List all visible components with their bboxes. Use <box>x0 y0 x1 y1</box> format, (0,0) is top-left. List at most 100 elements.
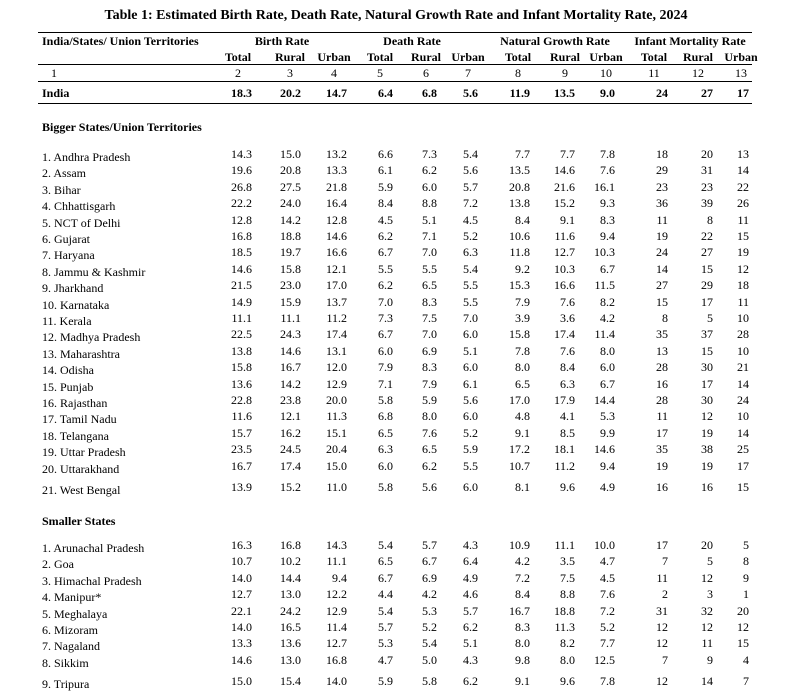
row-label: 3. Himachal Pradesh <box>42 573 142 588</box>
cell: 22 <box>701 229 713 243</box>
cell: 3.5 <box>560 554 575 569</box>
cell: 6.5 <box>378 425 393 440</box>
cell: 17.4 <box>280 458 301 473</box>
row-label: 7. Haryana <box>42 248 95 263</box>
cell: 13.8 <box>231 343 252 358</box>
cell: 27 <box>701 245 713 260</box>
column-number: 4 <box>331 66 337 80</box>
row-label: 1. Andhra Pradesh <box>42 150 131 164</box>
cell: 20.8 <box>280 163 301 178</box>
cell: 15.4 <box>280 674 301 689</box>
cell: 8.4 <box>560 360 575 375</box>
cell: 24 <box>656 245 668 260</box>
cell: 16.8 <box>231 229 252 243</box>
cell: 4.2 <box>515 554 530 569</box>
cell: 14.0 <box>231 620 252 634</box>
cell: 5.3 <box>378 636 393 651</box>
cell: 9.8 <box>515 652 530 667</box>
cell: 15 <box>656 294 668 309</box>
cell: 7.8 <box>600 147 615 161</box>
cell: 4.2 <box>422 587 437 602</box>
cell: 4.7 <box>600 554 615 569</box>
cell: 19 <box>737 245 749 260</box>
cell: 13.5 <box>509 163 530 178</box>
cell: 7.8 <box>515 343 530 358</box>
cell: 13 <box>737 147 749 161</box>
table-title: Table 1: Estimated Birth Rate, Death Rat… <box>104 8 688 23</box>
cell: 25 <box>737 442 749 457</box>
cell: 6.7 <box>600 376 615 391</box>
cell: 7 <box>662 554 668 569</box>
cell: 9.3 <box>600 196 615 211</box>
cell: 26 <box>737 196 749 211</box>
cell: 12.1 <box>280 409 301 424</box>
cell: 7 <box>743 674 749 689</box>
cell: 28 <box>656 360 668 375</box>
cell: 5.4 <box>463 147 478 161</box>
cell: 6.5 <box>378 554 393 569</box>
cell: 6.8 <box>378 409 393 424</box>
cell: 19 <box>701 425 713 440</box>
row-label: 6. Gujarat <box>42 232 90 246</box>
cell: 31 <box>701 163 713 178</box>
cell: 7.6 <box>560 294 575 309</box>
cell: 11 <box>656 212 668 227</box>
cell: 29 <box>701 278 713 293</box>
cell: 3 <box>707 587 713 602</box>
cell: 10 <box>737 311 749 325</box>
cell: 32 <box>701 603 713 618</box>
cell: 9.6 <box>560 674 575 689</box>
cell: 6.2 <box>422 163 437 178</box>
cell: 3.6 <box>560 311 575 325</box>
cell: 12 <box>656 636 668 651</box>
column-number: 9 <box>562 66 568 80</box>
cell: 8.3 <box>600 212 615 227</box>
cell: 6.0 <box>378 458 393 473</box>
cell: 10.6 <box>509 229 530 243</box>
cell: 22.5 <box>231 327 252 342</box>
group-header: Natural Growth Rate <box>500 34 610 48</box>
cell: 21.5 <box>231 278 252 293</box>
column-number: 6 <box>423 66 429 80</box>
cell: 5.6 <box>463 393 478 407</box>
cell: 4.6 <box>463 587 478 602</box>
cell: 5.1 <box>422 212 437 227</box>
cell: 5.0 <box>422 652 437 667</box>
cell: 7.2 <box>515 570 530 585</box>
cell: 4.3 <box>463 652 478 667</box>
cell: 6.2 <box>463 674 478 689</box>
cell: 5.2 <box>463 425 478 440</box>
cell: 14.0 <box>231 570 252 585</box>
column-number: 5 <box>377 66 383 80</box>
cell: 11.6 <box>554 229 575 243</box>
cell: 5 <box>707 554 713 569</box>
cell: 7.6 <box>422 425 437 440</box>
cell: 6.5 <box>515 376 530 391</box>
cell: 15.0 <box>280 147 301 161</box>
cell: 9.1 <box>515 674 530 689</box>
cell: 5.2 <box>422 620 437 634</box>
row-label: 4. Chhattisgarh <box>42 199 116 214</box>
cell: 11.6 <box>231 409 252 424</box>
cell: 31 <box>656 603 668 618</box>
cell: 14 <box>737 376 749 391</box>
cell: 6.0 <box>463 360 478 375</box>
cell: 12.5 <box>594 652 615 667</box>
cell: 17 <box>701 294 713 309</box>
cell: 10.9 <box>509 538 530 552</box>
cell: 12 <box>701 570 713 585</box>
cell: 4.8 <box>515 409 530 424</box>
row-label: India <box>42 86 70 100</box>
cell: 39 <box>701 196 713 211</box>
cell: 14 <box>701 674 713 689</box>
cell: 4.5 <box>378 212 393 227</box>
cell: 7.5 <box>560 570 575 585</box>
cell: 18.5 <box>231 245 252 260</box>
cell: 7.7 <box>600 636 615 651</box>
cell: 12.8 <box>326 212 347 227</box>
cell: 13.0 <box>280 587 301 602</box>
cell: 7.3 <box>422 147 437 161</box>
cell: 9.2 <box>515 261 530 276</box>
cell: 4.5 <box>463 212 478 227</box>
